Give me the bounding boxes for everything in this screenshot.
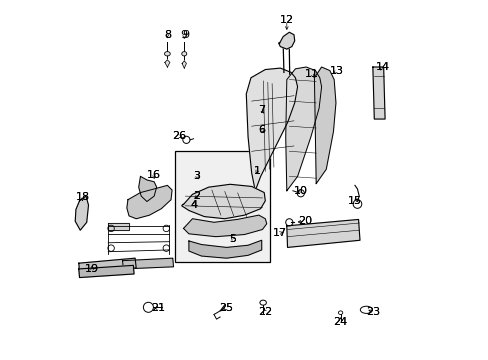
Polygon shape xyxy=(183,215,266,237)
Bar xyxy=(174,151,269,262)
Polygon shape xyxy=(139,176,156,202)
Polygon shape xyxy=(188,240,261,258)
Text: 13: 13 xyxy=(329,66,344,76)
Text: 7: 7 xyxy=(258,105,264,115)
Text: 12: 12 xyxy=(279,15,293,26)
Ellipse shape xyxy=(182,51,186,56)
Polygon shape xyxy=(75,196,88,230)
Text: 6: 6 xyxy=(258,125,264,135)
Text: 10: 10 xyxy=(294,186,307,196)
Text: 16: 16 xyxy=(147,170,161,180)
Text: 23: 23 xyxy=(365,307,379,317)
Polygon shape xyxy=(122,258,173,269)
Text: 13: 13 xyxy=(329,66,344,76)
Polygon shape xyxy=(286,220,359,247)
Text: 5: 5 xyxy=(229,234,236,244)
Text: 12: 12 xyxy=(279,15,293,26)
Polygon shape xyxy=(79,265,134,278)
Text: 26: 26 xyxy=(172,131,186,141)
Polygon shape xyxy=(314,67,335,184)
Polygon shape xyxy=(79,258,136,273)
Text: 26: 26 xyxy=(172,131,186,141)
Text: 2: 2 xyxy=(193,191,200,201)
Text: 1: 1 xyxy=(253,166,260,176)
Text: 8: 8 xyxy=(163,30,171,40)
Text: 16: 16 xyxy=(147,170,161,180)
Text: 14: 14 xyxy=(375,62,389,72)
Polygon shape xyxy=(372,67,384,119)
Text: 18: 18 xyxy=(75,192,89,202)
Text: 15: 15 xyxy=(347,196,361,206)
Text: 7: 7 xyxy=(258,105,264,115)
Polygon shape xyxy=(285,67,321,191)
Text: 19: 19 xyxy=(85,264,99,274)
Text: 19: 19 xyxy=(85,264,99,274)
Text: 6: 6 xyxy=(258,125,264,135)
Text: 23: 23 xyxy=(365,307,379,317)
Text: 5: 5 xyxy=(229,234,236,244)
Text: 8: 8 xyxy=(163,30,171,40)
Text: 1: 1 xyxy=(253,166,260,176)
Text: 15: 15 xyxy=(347,196,361,206)
Text: 22: 22 xyxy=(258,307,272,317)
Text: 4: 4 xyxy=(190,200,197,210)
Polygon shape xyxy=(107,223,129,230)
Text: 2: 2 xyxy=(193,191,200,201)
Ellipse shape xyxy=(164,51,170,56)
Polygon shape xyxy=(182,61,186,68)
Text: 20: 20 xyxy=(297,216,311,226)
Text: 3: 3 xyxy=(193,171,200,181)
Text: 4: 4 xyxy=(190,200,197,210)
Text: 9: 9 xyxy=(182,30,188,40)
Text: 9: 9 xyxy=(181,30,187,40)
Text: 20: 20 xyxy=(297,216,311,226)
Polygon shape xyxy=(126,185,172,219)
Text: 24: 24 xyxy=(333,317,347,327)
Text: 22: 22 xyxy=(258,307,272,317)
Text: 11: 11 xyxy=(305,69,318,79)
Text: 17: 17 xyxy=(272,228,286,238)
Text: 14: 14 xyxy=(375,62,389,72)
Text: 11: 11 xyxy=(305,69,318,79)
Text: 10: 10 xyxy=(294,186,307,196)
Polygon shape xyxy=(278,32,294,49)
Text: 25: 25 xyxy=(218,303,232,314)
Text: 24: 24 xyxy=(333,317,347,327)
Polygon shape xyxy=(164,60,169,67)
Text: 18: 18 xyxy=(75,192,89,202)
Text: 3: 3 xyxy=(193,171,200,181)
Text: 25: 25 xyxy=(218,303,232,314)
Text: 21: 21 xyxy=(150,303,164,314)
Polygon shape xyxy=(246,68,297,191)
Text: 17: 17 xyxy=(272,228,286,238)
Polygon shape xyxy=(182,184,265,219)
Text: 21: 21 xyxy=(150,303,164,314)
